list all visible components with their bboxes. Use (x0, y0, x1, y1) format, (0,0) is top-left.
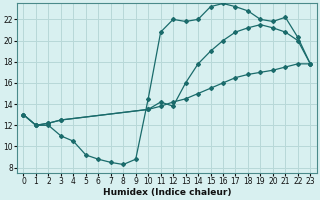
X-axis label: Humidex (Indice chaleur): Humidex (Indice chaleur) (103, 188, 231, 197)
